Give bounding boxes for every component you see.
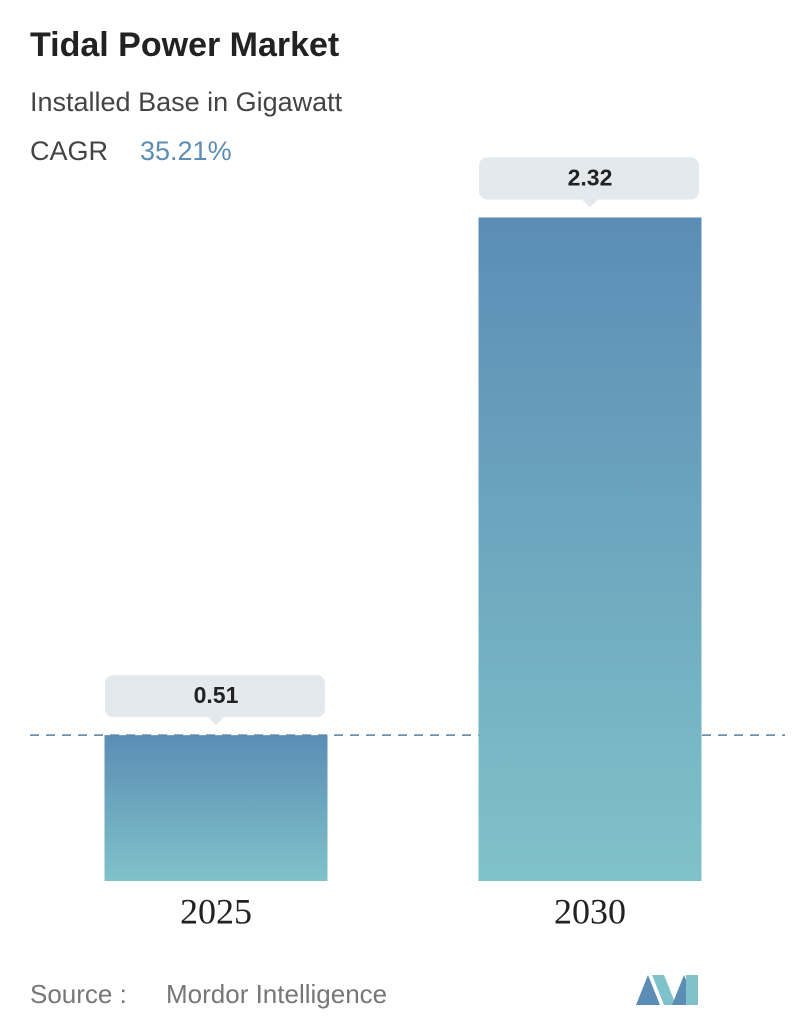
value-label-pointer [208, 717, 224, 726]
value-label: 0.51 [194, 682, 239, 708]
source: Mordor Intelligence [166, 979, 387, 1009]
chart-subtitle: Installed Base in Gigawatt [30, 87, 343, 117]
bar [104, 735, 328, 881]
source-label: Source : [30, 979, 127, 1009]
x-tick-label: 2025 [180, 891, 252, 931]
cagr-value: 35.21% [140, 136, 232, 166]
value-label-box [479, 157, 699, 200]
x-tick-label: 2030 [554, 891, 626, 931]
value-label-box [105, 675, 325, 718]
cagr-label: CAGR [30, 136, 108, 166]
logo [636, 975, 698, 1005]
value-label: 2.32 [568, 165, 613, 191]
chart-title: Tidal Power Market [30, 26, 339, 64]
value-label-pointer [582, 199, 598, 208]
bar [478, 217, 702, 882]
